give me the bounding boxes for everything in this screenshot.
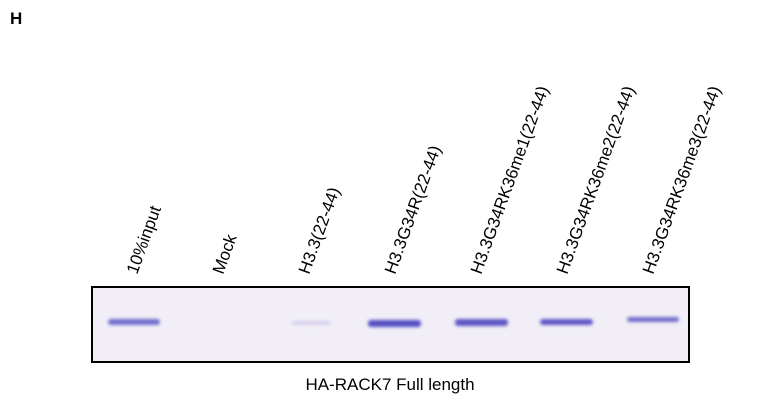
band xyxy=(627,317,679,322)
lane-label: H3.3G34RK36me2(22-44) xyxy=(553,83,639,276)
lane-label: H3.3(22-44) xyxy=(295,185,344,277)
figure-panel: H 10%input Mock H3.3(22-44) H3.3G34R(22-44)… xyxy=(0,0,764,404)
lane-label: H3.3G34RK36me1(22-44) xyxy=(467,83,553,276)
lane-label: Mock xyxy=(209,231,241,276)
band xyxy=(292,321,330,325)
caption: HA-RACK7 Full length xyxy=(305,375,474,394)
lane-label: H3.3G34RK36me3(22-44) xyxy=(639,83,725,276)
lane-label: 10%input xyxy=(123,203,165,276)
lane-labels: 10%input Mock H3.3(22-44) H3.3G34R(22-44) H3… xyxy=(123,83,725,276)
band xyxy=(540,319,593,325)
lane-label: H3.3G34R(22-44) xyxy=(381,143,445,276)
band xyxy=(455,319,508,326)
band xyxy=(108,319,160,325)
band xyxy=(368,320,421,327)
panel-label: H xyxy=(10,9,22,28)
